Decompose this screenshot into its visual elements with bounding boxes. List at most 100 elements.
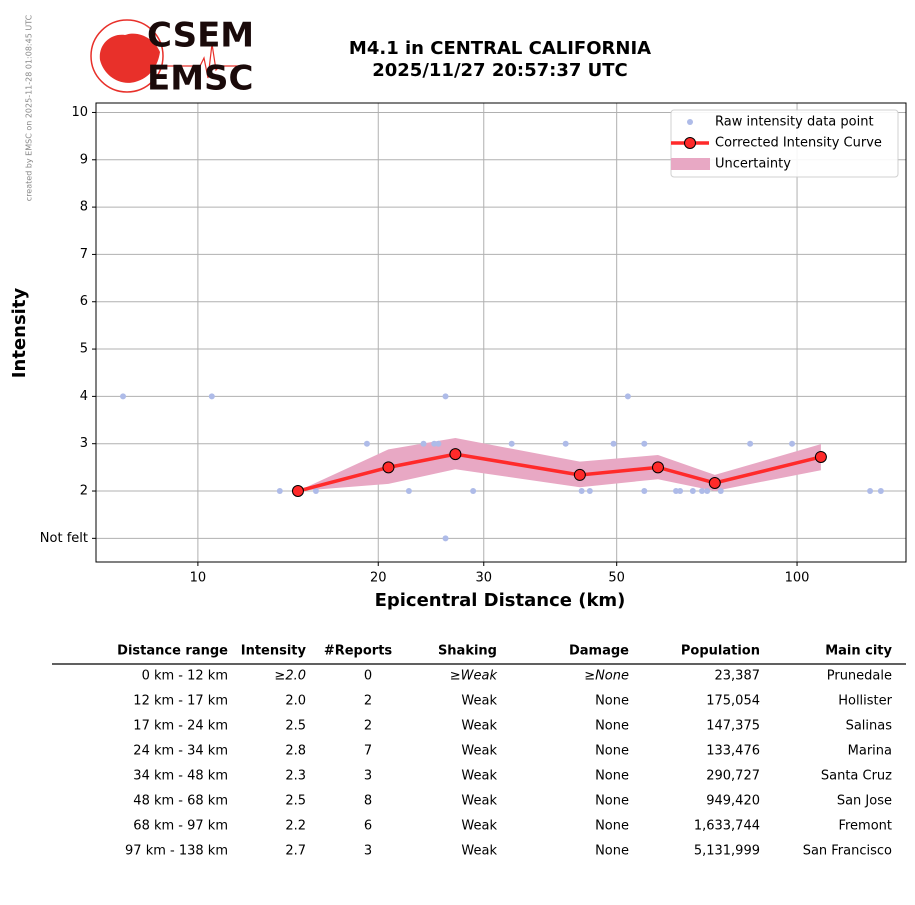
data-point	[405, 488, 412, 495]
watermark: created by EMSC on 2025-11-28 01:08:45 U…	[25, 14, 34, 201]
y-tick-label: 4	[80, 389, 88, 404]
table-cell: None	[595, 769, 629, 784]
data-point	[435, 440, 442, 447]
table-header: Shaking	[438, 644, 497, 659]
data-point	[610, 440, 617, 447]
table-cell: Weak	[461, 769, 497, 784]
table-cell: 133,476	[706, 744, 760, 759]
logo-top: CSEM	[147, 16, 254, 56]
table-cell: ≥None	[584, 669, 629, 684]
table-cell: 2.7	[285, 844, 306, 859]
data-point	[641, 440, 648, 447]
data-point	[641, 488, 648, 495]
curve-point	[573, 468, 586, 481]
legend-marker	[671, 158, 710, 170]
table-cell: 5,131,999	[694, 844, 760, 859]
table-header: Population	[681, 644, 760, 659]
logo: CSEM EMSC	[90, 16, 254, 99]
table-cell: San Francisco	[803, 844, 892, 859]
table-cell: Weak	[461, 819, 497, 834]
table-cell: 2	[364, 719, 372, 734]
table-cell: None	[595, 819, 629, 834]
table-cell: 34 km - 48 km	[133, 769, 228, 784]
table-cell: 7	[364, 744, 372, 759]
curve-point	[449, 448, 462, 461]
data-point	[789, 440, 796, 447]
table-cell: 0 km - 12 km	[142, 669, 228, 684]
table-cell: 48 km - 68 km	[133, 794, 228, 809]
x-tick-label: 30	[475, 571, 492, 586]
x-tick-label: 20	[370, 571, 387, 586]
data-point	[208, 393, 215, 400]
data-point	[867, 488, 874, 495]
table-cell: Prunedale	[827, 669, 892, 684]
table-cell: 2.5	[285, 794, 306, 809]
x-axis-label: Epicentral Distance (km)	[375, 590, 626, 611]
x-tick-label: 50	[608, 571, 625, 586]
data-point	[677, 488, 684, 495]
uncertainty-band	[297, 438, 821, 492]
table-cell: 2.5	[285, 719, 306, 734]
table-cell: None	[595, 794, 629, 809]
y-tick-label: 5	[80, 342, 88, 357]
logo-bottom: EMSC	[147, 59, 254, 99]
table-cell: None	[595, 844, 629, 859]
table-cell: 2.2	[285, 819, 306, 834]
table-cell: 290,727	[706, 769, 760, 784]
data-point	[120, 393, 127, 400]
table-cell: 3	[364, 769, 372, 784]
data-point	[431, 440, 438, 447]
data-point	[672, 488, 679, 495]
y-tick-label: 9	[80, 152, 88, 167]
table-cell: 0	[364, 669, 372, 684]
y-tick-label: 7	[80, 247, 88, 262]
table-cell: None	[595, 694, 629, 709]
table-cell: Fremont	[838, 819, 892, 834]
curve-point	[708, 476, 721, 489]
data-point	[276, 488, 283, 495]
table-cell: Santa Cruz	[821, 769, 892, 784]
y-tick-label: Not felt	[40, 531, 88, 546]
table-cell: 6	[364, 819, 372, 834]
data-point	[877, 488, 884, 495]
table-cell: 3	[364, 844, 372, 859]
table-cell: 949,420	[706, 794, 760, 809]
data-point	[562, 440, 569, 447]
table-cell: Marina	[848, 744, 892, 759]
table-cell: Weak	[461, 794, 497, 809]
data-point	[312, 488, 319, 495]
y-tick-label: 8	[80, 200, 88, 215]
y-tick-label: 6	[80, 294, 88, 309]
table-cell: ≥2.0	[274, 669, 306, 684]
curve-point	[291, 485, 304, 498]
legend-label: Uncertainty	[715, 157, 791, 172]
data-point	[689, 488, 696, 495]
table-cell: 23,387	[715, 669, 761, 684]
curve-point	[814, 450, 827, 463]
y-tick-label: 3	[80, 436, 88, 451]
legend-marker	[684, 137, 696, 149]
data-point	[586, 488, 593, 495]
data-point	[698, 488, 705, 495]
table-cell: ≥Weak	[450, 669, 498, 684]
y-axis-label: Intensity	[9, 288, 30, 379]
table-cell: 1,633,744	[694, 819, 760, 834]
plot-frame	[95, 102, 907, 563]
table-cell: 24 km - 34 km	[133, 744, 228, 759]
curve-point	[651, 461, 664, 474]
table-cell: 12 km - 17 km	[133, 694, 228, 709]
table-cell: 2	[364, 694, 372, 709]
table-cell: 2.3	[285, 769, 306, 784]
logo-map	[99, 33, 160, 83]
table-header: Intensity	[241, 644, 307, 659]
logo-wave	[140, 43, 250, 79]
table-cell: Weak	[461, 844, 497, 859]
data-point	[470, 488, 477, 495]
x-tick-label: 100	[785, 571, 810, 586]
y-tick-label: 2	[80, 484, 88, 499]
table-cell: 175,054	[706, 694, 760, 709]
y-tick-label: 10	[71, 105, 88, 120]
chart-title: M4.1 in CENTRAL CALIFORNIA	[349, 38, 651, 59]
table-cell: Weak	[461, 694, 497, 709]
